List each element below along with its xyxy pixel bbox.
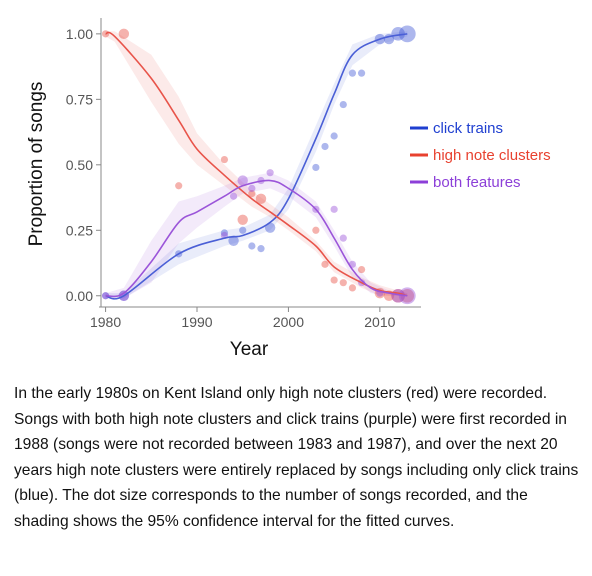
high-note-clusters-data-point (339, 279, 347, 287)
click-trains-legend-label: click trains (433, 120, 503, 137)
click-trains-data-point (391, 27, 405, 41)
y-tick-label: 1.00 (66, 26, 93, 42)
legend: click trains high note clusters both featu… (410, 120, 551, 191)
both-features-confidence-band (105, 172, 408, 299)
both-features-fitted-line (105, 179, 408, 298)
high-note-clusters-data-point (237, 214, 248, 226)
high-note-clusters-legend-label: high note clusters (433, 147, 551, 164)
high-note-clusters-data-point (357, 265, 366, 274)
chart-figure: 0.00 0.25 0.50 0.75 1.00 1980 1990 2000 2010 Pro… (26, 18, 551, 360)
y-tick-label: 0.75 (66, 91, 93, 107)
click-trains-data-point (248, 242, 256, 250)
high-note-clusters-data-point (255, 193, 267, 205)
click-trains-data-point (228, 235, 239, 246)
x-tick-label: 1980 (90, 314, 121, 330)
x-axis-title: Year (230, 339, 269, 360)
both-features-data-point (339, 234, 347, 242)
y-tick-label: 0.25 (66, 222, 93, 238)
both-features-data-point (330, 205, 338, 213)
click-trains-fitted-line (105, 33, 408, 300)
fitted-curves (105, 31, 408, 300)
high-note-clusters-data-point (118, 28, 130, 40)
click-trains-data-point (330, 132, 338, 140)
x-tick-label: 2000 (273, 314, 304, 330)
axes: 0.00 0.25 0.50 0.75 1.00 1980 1990 2000 2010 (66, 18, 421, 330)
both-features-legend-label: both features (433, 174, 521, 191)
click-trains-data-point (257, 245, 265, 253)
both-features-data-point (237, 175, 248, 186)
high-note-clusters-data-point (312, 226, 320, 234)
high-note-clusters-fitted-line (105, 31, 408, 297)
click-trains-data-point (357, 69, 366, 77)
high-note-clusters-confidence-band (105, 31, 408, 296)
x-tick-label: 2010 (364, 314, 395, 330)
click-trains-data-point (264, 222, 276, 233)
high-note-clusters-data-point (175, 182, 183, 190)
y-axis-title: Proportion of songs (26, 82, 47, 247)
high-note-clusters-data-point (321, 260, 329, 268)
y-tick-label: 0.00 (66, 288, 93, 304)
both-features-data-point (248, 184, 256, 192)
high-note-clusters-data-point (220, 155, 229, 164)
click-trains-data-point (339, 100, 347, 109)
figure-caption: In the early 1980s on Kent Island only h… (14, 385, 579, 530)
y-tick-label: 0.50 (66, 157, 93, 173)
x-tick-label: 1990 (181, 314, 212, 330)
click-trains-data-point (239, 226, 247, 234)
both-features-data-point (266, 169, 274, 177)
click-trains-data-point (312, 163, 320, 172)
click-trains-data-point (348, 69, 357, 77)
high-note-clusters-data-point (330, 276, 338, 284)
both-features-data-point (229, 192, 238, 200)
click-trains-data-point (220, 229, 229, 237)
high-note-clusters-data-point (248, 190, 256, 198)
high-note-clusters-data-point (348, 284, 357, 292)
click-trains-data-point (321, 142, 329, 151)
